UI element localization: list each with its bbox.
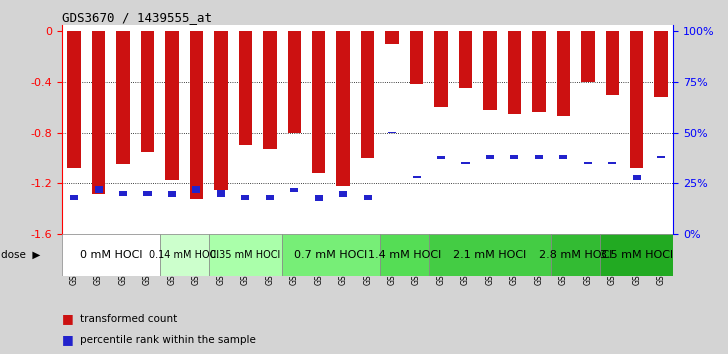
Bar <box>68 31 81 168</box>
Bar <box>532 31 545 112</box>
Bar <box>312 31 325 173</box>
Bar <box>608 162 617 164</box>
Text: ■: ■ <box>62 333 74 346</box>
Bar <box>192 186 200 193</box>
Bar <box>116 31 130 164</box>
Bar <box>657 156 665 158</box>
Bar <box>217 190 225 197</box>
Bar <box>507 31 521 114</box>
Bar <box>209 234 282 276</box>
Bar <box>214 31 228 190</box>
Bar <box>557 31 570 116</box>
Bar <box>483 31 496 110</box>
Bar <box>119 191 127 196</box>
Bar <box>606 31 619 95</box>
Bar <box>388 132 396 133</box>
Bar <box>314 195 323 200</box>
Bar <box>385 31 399 44</box>
Bar <box>435 31 448 107</box>
Bar <box>413 176 421 178</box>
Text: ■: ■ <box>62 312 74 325</box>
Text: GDS3670 / 1439555_at: GDS3670 / 1439555_at <box>62 11 212 24</box>
Text: dose  ▶: dose ▶ <box>1 250 41 260</box>
Text: 2.8 mM HOCl: 2.8 mM HOCl <box>539 250 612 260</box>
Bar <box>62 234 159 276</box>
Text: 2.1 mM HOCl: 2.1 mM HOCl <box>454 250 526 260</box>
Text: 0.14 mM HOCl: 0.14 mM HOCl <box>149 250 219 260</box>
Bar <box>282 234 380 276</box>
Text: 0.35 mM HOCl: 0.35 mM HOCl <box>210 250 280 260</box>
Bar <box>263 31 277 149</box>
Bar <box>363 195 372 200</box>
Bar <box>551 234 600 276</box>
Text: percentile rank within the sample: percentile rank within the sample <box>80 335 256 345</box>
Text: 3.5 mM HOCl: 3.5 mM HOCl <box>600 250 673 260</box>
Bar <box>168 191 176 196</box>
Bar <box>510 155 518 159</box>
Bar <box>339 190 347 197</box>
Bar <box>654 31 668 97</box>
Bar <box>361 31 374 158</box>
Bar <box>600 234 673 276</box>
Bar <box>630 31 644 168</box>
Bar <box>95 186 103 193</box>
Bar <box>535 155 543 159</box>
Bar <box>165 31 178 179</box>
Bar <box>633 175 641 180</box>
Bar <box>70 195 78 200</box>
Bar <box>429 234 551 276</box>
Bar <box>584 162 592 164</box>
Bar <box>92 31 106 194</box>
Bar <box>581 31 595 82</box>
Bar <box>141 31 154 152</box>
Bar <box>336 31 350 186</box>
Bar <box>559 155 567 159</box>
Text: 0 mM HOCl: 0 mM HOCl <box>79 250 142 260</box>
Bar <box>288 31 301 133</box>
Bar <box>410 31 423 85</box>
Text: 0.7 mM HOCl: 0.7 mM HOCl <box>294 250 368 260</box>
Bar <box>143 191 151 196</box>
Bar <box>462 162 470 164</box>
Bar <box>459 31 472 88</box>
Bar <box>290 188 298 192</box>
Bar <box>190 31 203 199</box>
Bar <box>159 234 209 276</box>
Bar <box>239 31 252 145</box>
Text: 1.4 mM HOCl: 1.4 mM HOCl <box>368 250 441 260</box>
Bar <box>437 155 445 159</box>
Text: transformed count: transformed count <box>80 314 178 324</box>
Bar <box>486 155 494 159</box>
Bar <box>266 195 274 200</box>
Bar <box>380 234 429 276</box>
Bar <box>241 195 250 200</box>
